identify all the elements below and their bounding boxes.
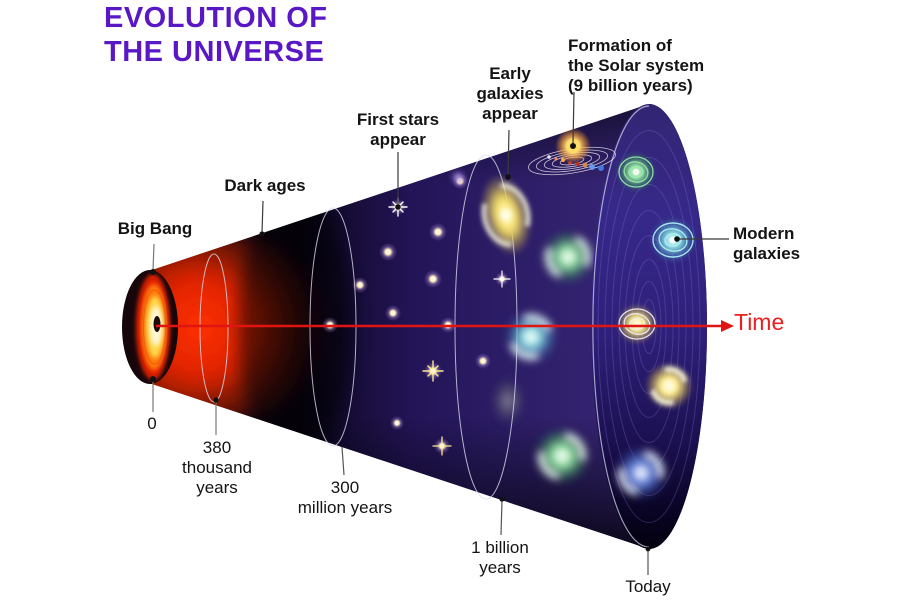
modern-galaxy-cyan	[650, 217, 696, 263]
modern-galaxy-white	[617, 304, 657, 344]
modern-galaxy-green	[616, 152, 656, 192]
label-solar-system: Formation of the Solar system (9 billion…	[568, 36, 705, 96]
early-galaxy-yellow	[479, 173, 533, 257]
pointer-lines	[152, 91, 729, 575]
label-early-galaxies: Early galaxies appear	[476, 64, 544, 124]
planets	[547, 155, 604, 171]
label-dark-ages: Dark ages	[224, 176, 306, 195]
modern-galaxy-blue	[614, 446, 668, 500]
modern-galaxy-yellow	[645, 362, 693, 410]
faint-galaxy-blob	[449, 169, 467, 185]
tick-380k-years: 380 thousand years	[182, 438, 252, 498]
faint-galaxy-blob	[491, 377, 525, 425]
early-galaxies	[479, 173, 595, 485]
time-arrowhead	[721, 320, 734, 332]
tick-300m-years: 300 million years	[297, 478, 393, 518]
galaxy-green	[533, 427, 591, 485]
label-modern-galaxies: Modern galaxies	[733, 224, 801, 264]
galaxy-green-purple	[541, 230, 595, 284]
tick-1b-years: 1 billion years	[471, 538, 529, 578]
label-big-bang: Big Bang	[117, 219, 193, 238]
time-arrow	[156, 320, 734, 332]
page-title: EVOLUTION OF THE UNIVERSE	[104, 2, 328, 68]
label-first-stars: First stars appear	[356, 110, 440, 150]
galaxy-cyan	[504, 310, 558, 364]
ring-380k-years	[199, 253, 229, 403]
big-bang-burst	[122, 270, 178, 384]
tick-0: 0	[147, 414, 157, 433]
modern-galaxies-group	[614, 152, 696, 500]
time-axis-label: Time	[734, 309, 785, 335]
pointer-dots	[150, 143, 680, 552]
tick-today: Today	[625, 577, 671, 596]
